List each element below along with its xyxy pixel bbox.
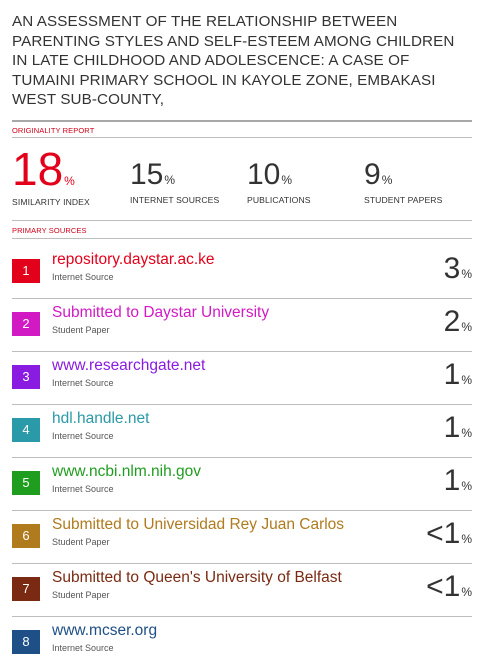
student-papers-unit: %: [381, 173, 393, 187]
source-rank-badge: 7: [12, 577, 40, 601]
source-type: Student Paper: [52, 537, 110, 547]
source-rank-badge: 3: [12, 365, 40, 389]
internet-sources-value: 15: [130, 158, 164, 191]
source-percent: <1%: [426, 570, 472, 604]
source-percent-value: 1: [443, 358, 461, 391]
source-row: 8 www.mcser.org Internet Source: [12, 617, 472, 670]
source-divider: [12, 351, 472, 352]
source-type: Internet Source: [52, 484, 114, 494]
source-percent-unit: %: [461, 373, 472, 387]
source-percent-unit: %: [461, 479, 472, 493]
source-name-link[interactable]: Submitted to Queen's University of Belfa…: [52, 569, 342, 586]
source-percent: 2%: [444, 305, 472, 339]
source-row: 1 repository.daystar.ac.ke Internet Sour…: [12, 246, 472, 299]
source-name-link[interactable]: Submitted to Daystar University: [52, 304, 270, 321]
source-type: Student Paper: [52, 325, 110, 335]
report-divider: [12, 137, 472, 138]
source-row: 2 Submitted to Daystar University Studen…: [12, 299, 472, 352]
source-type: Internet Source: [52, 272, 114, 282]
source-name-link[interactable]: www.mcser.org: [52, 622, 158, 639]
primary-sources-label: PRIMARY SOURCES: [12, 226, 87, 235]
source-percent: 1%: [444, 464, 472, 498]
source-rank-badge: 8: [12, 630, 40, 654]
source-percent-unit: %: [461, 426, 472, 440]
source-percent: [471, 623, 472, 657]
stats-divider: [12, 220, 472, 221]
source-row: 5 www.ncbi.nlm.nih.gov Internet Source 1…: [12, 458, 472, 511]
source-name-link[interactable]: Submitted to Universidad Rey Juan Carlos: [52, 516, 345, 533]
source-percent-unit: %: [461, 267, 472, 281]
source-percent-value: 1: [443, 464, 461, 497]
source-percent-unit: %: [461, 532, 472, 546]
source-percent: 3%: [444, 252, 472, 286]
source-name-link[interactable]: repository.daystar.ac.ke: [52, 251, 215, 268]
similarity-index-stat: 18% SIMILARITY INDEX: [12, 146, 90, 207]
source-percent-unit: %: [461, 320, 472, 334]
student-papers-label: STUDENT PAPERS: [364, 195, 443, 205]
publications-label: PUBLICATIONS: [247, 195, 311, 205]
document-title: AN ASSESSMENT OF THE RELATIONSHIP BETWEE…: [12, 13, 455, 109]
publications-stat: 10% PUBLICATIONS: [247, 158, 311, 206]
source-name-link[interactable]: www.researchgate.net: [52, 357, 206, 374]
source-row: 4 hdl.handle.net Internet Source 1%: [12, 405, 472, 458]
source-percent-value: 3: [443, 252, 461, 285]
source-row: 3 www.researchgate.net Internet Source 1…: [12, 352, 472, 405]
source-divider: [12, 457, 472, 458]
source-divider: [12, 510, 472, 511]
student-papers-value: 9: [364, 158, 381, 191]
internet-sources-stat: 15% INTERNET SOURCES: [130, 158, 220, 206]
source-rank-badge: 1: [12, 259, 40, 283]
source-divider: [12, 404, 472, 405]
similarity-index-unit: %: [64, 174, 75, 188]
source-type: Internet Source: [52, 431, 114, 441]
source-divider: [12, 563, 472, 564]
source-type: Internet Source: [52, 643, 114, 653]
primary-sources-divider: [12, 238, 472, 239]
student-papers-stat: 9% STUDENT PAPERS: [364, 158, 443, 206]
internet-sources-label: INTERNET SOURCES: [130, 195, 220, 205]
source-rank-badge: 2: [12, 312, 40, 336]
source-type: Internet Source: [52, 378, 114, 388]
source-percent-value: <1: [426, 570, 461, 603]
source-type: Student Paper: [52, 590, 110, 600]
source-percent: 1%: [444, 411, 472, 445]
source-divider: [12, 616, 472, 617]
publications-unit: %: [281, 173, 293, 187]
source-name-link[interactable]: hdl.handle.net: [52, 410, 150, 427]
originality-report-label: ORIGINALITY REPORT: [12, 126, 95, 135]
source-name-link[interactable]: www.ncbi.nlm.nih.gov: [52, 463, 202, 480]
title-divider: [12, 120, 472, 122]
source-row: 7 Submitted to Queen's University of Bel…: [12, 564, 472, 617]
source-percent-value: 1: [443, 411, 461, 444]
similarity-index-label: SIMILARITY INDEX: [12, 197, 90, 207]
publications-value: 10: [247, 158, 281, 191]
similarity-index-value: 18: [12, 143, 64, 195]
source-percent: 1%: [444, 358, 472, 392]
source-row: 6 Submitted to Universidad Rey Juan Carl…: [12, 511, 472, 564]
internet-sources-unit: %: [164, 173, 176, 187]
source-divider: [12, 298, 472, 299]
source-percent-value: <1: [426, 517, 461, 550]
source-percent-value: 2: [443, 305, 461, 338]
source-rank-badge: 5: [12, 471, 40, 495]
source-rank-badge: 4: [12, 418, 40, 442]
source-percent-unit: %: [461, 585, 472, 599]
source-percent: <1%: [426, 517, 472, 551]
source-rank-badge: 6: [12, 524, 40, 548]
